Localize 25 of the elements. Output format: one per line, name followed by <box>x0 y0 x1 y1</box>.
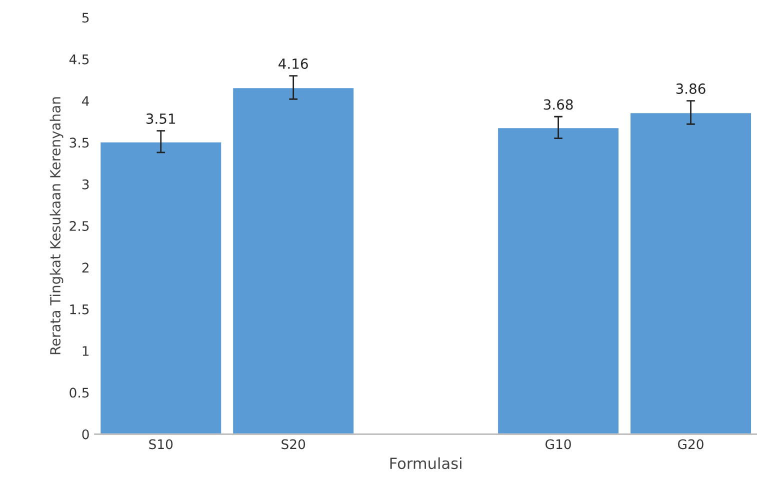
bar <box>232 86 355 434</box>
y-tick-label: 5 <box>82 12 89 23</box>
data-label: 3.68 <box>544 99 573 110</box>
y-axis-title: Rerata Tingkat Kesukaan Kerenyahan <box>50 97 64 354</box>
x-tick-label: G10 <box>546 439 571 450</box>
y-tick-label: 1.5 <box>70 304 89 314</box>
y-tick-label: 0 <box>82 429 89 440</box>
x-tick-label: S20 <box>282 439 306 450</box>
x-tick-label: G20 <box>678 439 704 450</box>
y-tick-label: 1 <box>82 346 89 356</box>
y-tick-label: 3 <box>82 179 89 190</box>
data-label: 4.16 <box>278 58 308 69</box>
data-label: 3.86 <box>676 83 706 94</box>
x-tick-label: S10 <box>149 439 173 450</box>
data-label: 3.51 <box>146 113 176 124</box>
x-axis-title: Formulasi <box>390 457 462 470</box>
y-tick-label: 4 <box>82 96 90 106</box>
bar <box>629 112 752 434</box>
y-tick-label: 3.5 <box>70 138 89 148</box>
bar <box>496 126 620 434</box>
y-tick-label: 4.5 <box>69 54 89 64</box>
bar <box>99 140 222 434</box>
y-tick-label: 2 <box>82 262 88 272</box>
y-tick-label: 0.5 <box>70 388 89 398</box>
y-tick-label: 2.5 <box>70 221 89 231</box>
